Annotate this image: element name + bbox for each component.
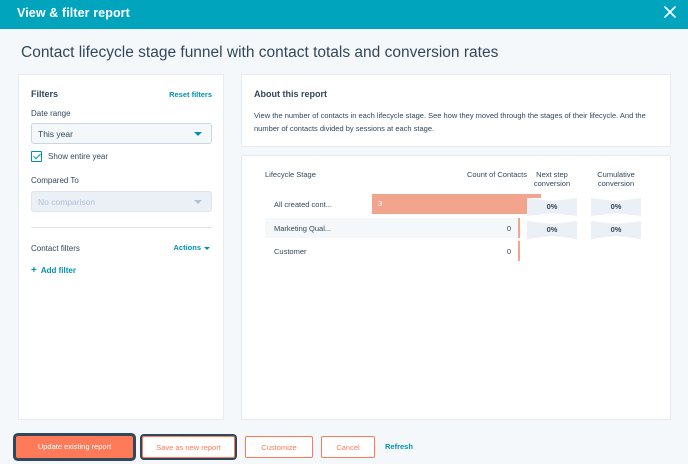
- refresh-link[interactable]: Refresh: [385, 442, 413, 451]
- count-value: 0: [506, 247, 511, 256]
- header-next-step-conversion: Next step conversion: [533, 170, 571, 188]
- chevron-down-icon: [194, 200, 202, 204]
- bar-value: 3: [378, 199, 383, 208]
- date-range-value: This year: [38, 129, 73, 139]
- report-panel: Lifecycle Stage Count of Contacts Next s…: [241, 155, 671, 420]
- header-count-of-contacts: Count of Contacts: [466, 170, 527, 179]
- about-panel: About this report View the number of con…: [241, 74, 671, 147]
- actions-dropdown[interactable]: Actions: [173, 243, 210, 252]
- funnel-row: Customer 0: [265, 241, 521, 261]
- show-entire-year-checkbox[interactable]: [31, 151, 42, 162]
- cancel-button[interactable]: Cancel: [321, 436, 375, 458]
- contact-filters-label: Contact filters: [31, 244, 80, 253]
- stage-name: Customer: [274, 247, 307, 256]
- compared-to-select[interactable]: No comparison: [31, 191, 212, 212]
- funnel-row: All created cont... 3: [265, 194, 541, 214]
- about-description: View the number of contacts in each life…: [254, 111, 646, 133]
- next-step-conversion-chip: 0%: [527, 221, 577, 239]
- about-title: About this report: [254, 89, 327, 99]
- chevron-down-icon: [194, 132, 202, 136]
- dialog-title: View & filter report: [17, 6, 130, 20]
- stage-name: All created cont...: [274, 200, 332, 209]
- actions-label: Actions: [173, 243, 201, 252]
- customize-button[interactable]: Customize: [245, 436, 313, 458]
- date-range-select[interactable]: This year: [31, 123, 212, 144]
- funnel-row: Marketing Qual... 0: [265, 218, 521, 238]
- next-step-conversion-chip: 0%: [527, 198, 577, 216]
- count-bar: [372, 194, 541, 214]
- close-icon[interactable]: [662, 4, 678, 20]
- header-lifecycle-stage: Lifecycle Stage: [265, 170, 316, 179]
- chevron-down-icon: [204, 246, 210, 250]
- divider: [31, 227, 212, 228]
- update-existing-report-button[interactable]: Update existing report: [16, 436, 133, 458]
- add-filter-link[interactable]: + Add filter: [31, 265, 76, 276]
- add-filter-label: Add filter: [40, 266, 76, 275]
- cumulative-conversion-chip: 0%: [591, 198, 641, 216]
- dialog-titlebar: View & filter report: [0, 0, 688, 29]
- count-value: 0: [506, 224, 511, 233]
- report-heading: Contact lifecycle stage funnel with cont…: [21, 44, 499, 61]
- stage-name: Marketing Qual...: [274, 224, 332, 233]
- filters-panel: Filters Reset filters Date range This ye…: [18, 74, 224, 420]
- plus-icon: +: [31, 265, 37, 276]
- compared-to-label: Compared To: [31, 176, 79, 185]
- bar-axis: [518, 218, 520, 238]
- date-range-label: Date range: [31, 109, 71, 118]
- filters-title: Filters: [31, 89, 59, 99]
- show-entire-year-label: Show entire year: [48, 152, 109, 161]
- header-cumulative-conversion: Cumulative conversion: [597, 170, 635, 188]
- save-as-new-report-button[interactable]: Save as new report: [142, 436, 235, 458]
- cumulative-conversion-chip: 0%: [591, 221, 641, 239]
- reset-filters-link[interactable]: Reset filters: [169, 90, 212, 99]
- compared-to-placeholder: No comparison: [38, 197, 96, 207]
- bar-axis: [518, 241, 520, 261]
